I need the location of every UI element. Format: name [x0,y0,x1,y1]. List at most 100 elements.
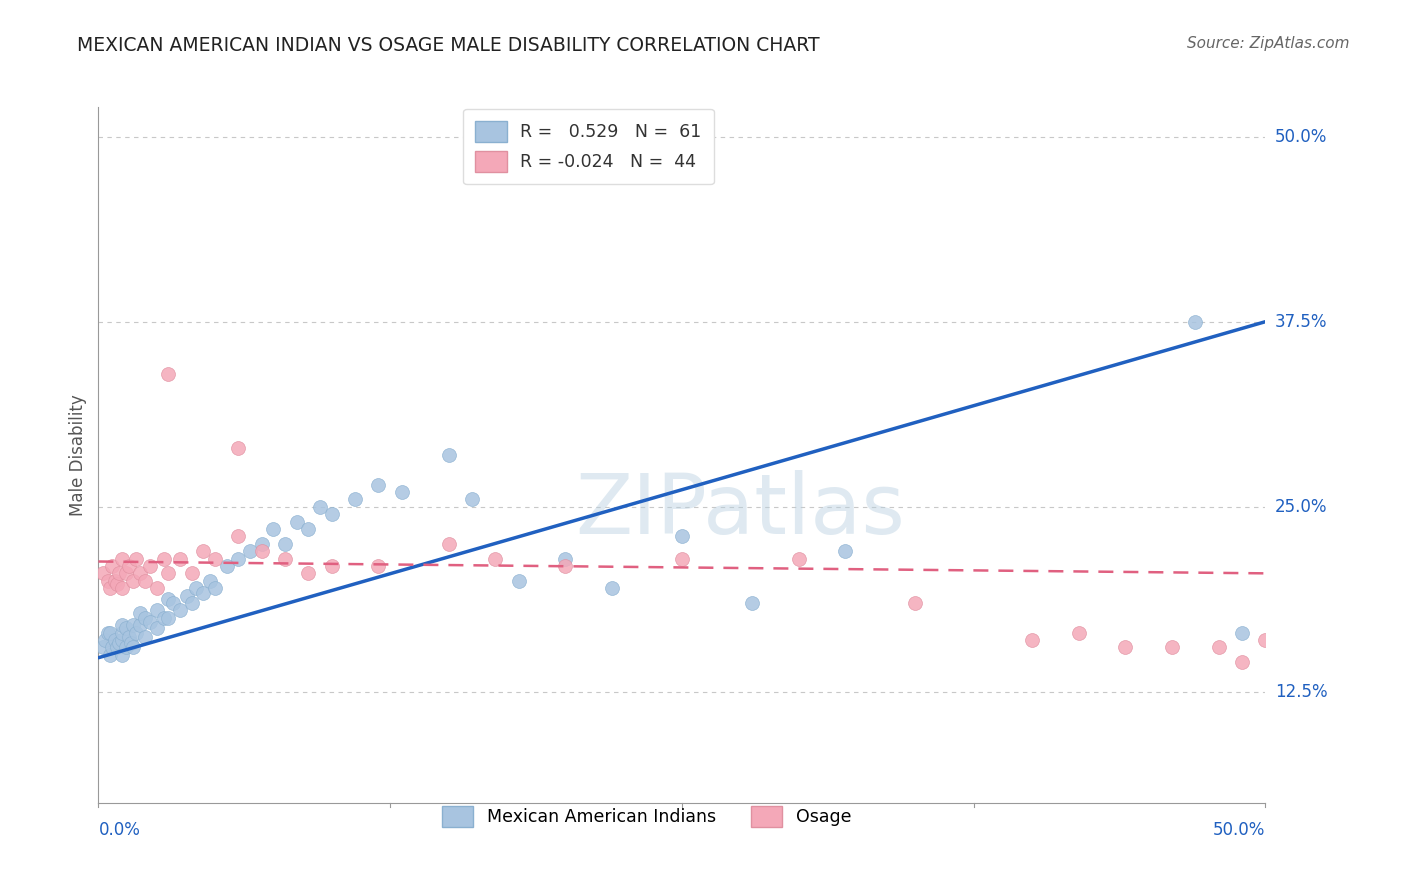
Point [508,574,530,588]
Point [297,566,319,581]
Point [97,574,120,588]
Point [129,607,152,621]
Point [115,640,138,655]
Point [1208,640,1230,655]
Point [344,492,367,507]
Text: 37.5%: 37.5% [1275,313,1327,331]
Point [162,596,184,610]
Point [204,551,226,566]
Point [204,581,226,595]
Point [554,558,576,573]
Point [193,544,215,558]
Point [105,576,128,591]
Point [111,648,134,662]
Point [108,636,131,650]
Point [193,585,215,599]
Point [1161,640,1184,655]
Point [1114,640,1136,655]
Point [484,551,506,566]
Point [741,596,763,610]
Point [250,544,273,558]
Point [274,551,297,566]
Point [228,529,250,543]
Point [111,551,134,566]
Point [180,566,202,581]
Point [139,558,162,573]
Point [129,566,152,581]
Point [152,611,174,625]
Point [554,551,576,566]
Point [134,611,156,625]
Point [262,522,284,536]
Point [98,648,121,662]
Point [169,603,191,617]
Point [104,632,127,647]
Point [1021,632,1043,647]
Point [461,492,484,507]
Point [157,367,180,381]
Point [98,581,121,595]
Point [176,589,198,603]
Point [122,618,145,632]
Point [787,551,810,566]
Legend: Mexican American Indians, Osage: Mexican American Indians, Osage [433,797,860,836]
Point [97,625,120,640]
Point [437,537,460,551]
Text: 0.0%: 0.0% [98,821,141,838]
Point [228,441,250,455]
Point [105,640,128,655]
Point [157,611,180,625]
Point [285,515,308,529]
Point [94,632,117,647]
Point [600,581,623,595]
Text: MEXICAN AMERICAN INDIAN VS OSAGE MALE DISABILITY CORRELATION CHART: MEXICAN AMERICAN INDIAN VS OSAGE MALE DI… [77,36,820,54]
Point [228,551,250,566]
Point [367,558,389,573]
Point [391,484,413,499]
Point [118,558,141,573]
Point [1067,625,1090,640]
Point [1254,632,1277,647]
Point [104,574,127,588]
Point [139,615,162,630]
Point [309,500,332,514]
Point [367,477,389,491]
Point [101,558,124,573]
Point [671,529,693,543]
Point [115,566,138,581]
Point [152,551,174,566]
Point [101,640,124,655]
Point [169,551,191,566]
Point [134,630,156,644]
Y-axis label: Male Disability: Male Disability [69,394,87,516]
Text: ZIPatlas: ZIPatlas [575,470,905,551]
Point [1184,315,1206,329]
Point [1230,655,1253,669]
Point [111,632,134,647]
Point [157,591,180,606]
Point [321,507,343,521]
Point [437,448,460,462]
Point [146,603,169,617]
Point [91,566,114,581]
Point [125,551,148,566]
Point [200,574,222,588]
Point [239,544,262,558]
Point [146,621,169,635]
Point [904,596,927,610]
Text: 25.0%: 25.0% [1275,498,1327,516]
Point [134,574,156,588]
Point [297,522,319,536]
Point [122,640,145,655]
Point [146,581,169,595]
Point [129,618,152,632]
Text: Source: ZipAtlas.com: Source: ZipAtlas.com [1187,36,1350,51]
Point [98,625,121,640]
Point [834,544,856,558]
Point [122,574,145,588]
Point [91,640,114,655]
Point [1230,625,1253,640]
Point [111,618,134,632]
Point [118,630,141,644]
Point [215,558,238,573]
